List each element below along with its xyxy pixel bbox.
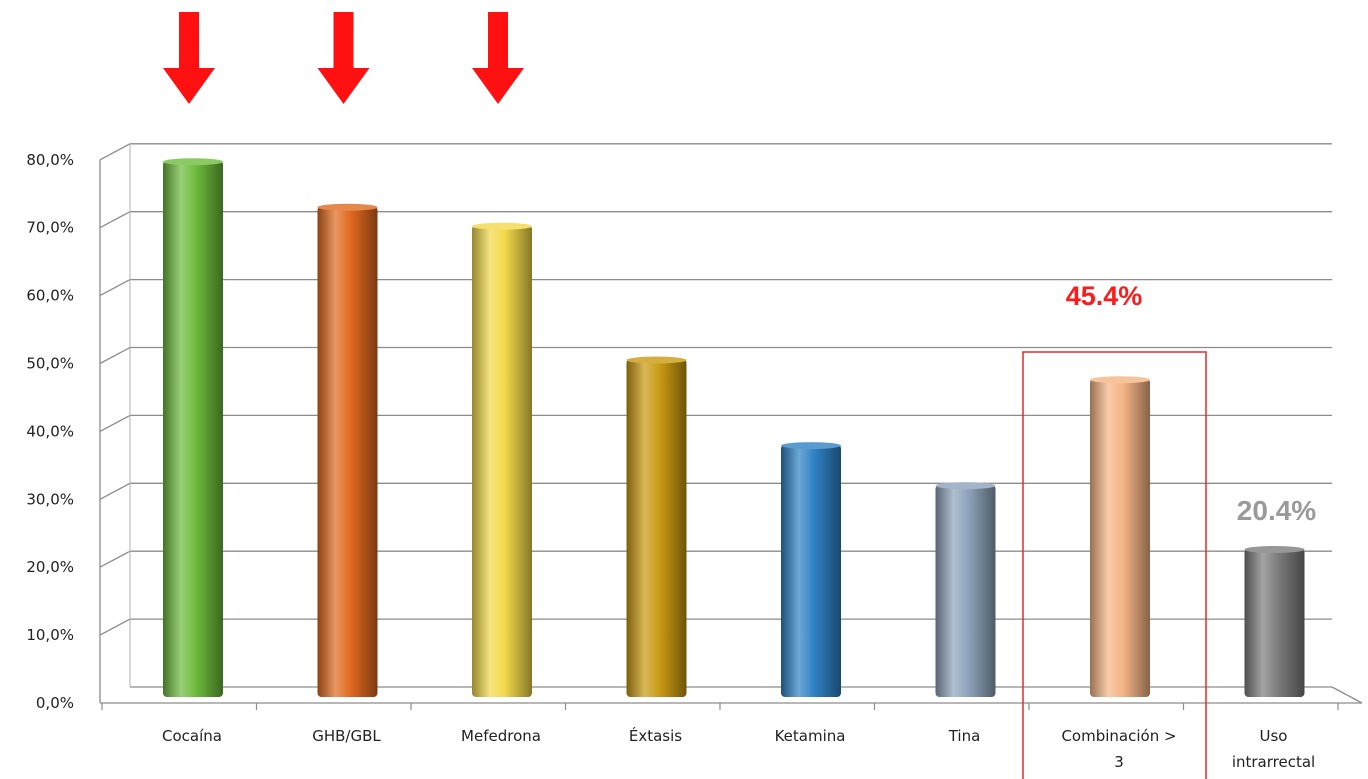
gridline-connector <box>99 279 131 297</box>
down-arrow-icon <box>163 12 215 104</box>
bar <box>781 444 841 697</box>
gridline-connector <box>99 618 131 636</box>
gridline-connector <box>99 550 131 568</box>
y-tick-label: 30,0% <box>26 490 74 508</box>
gridline-connector <box>99 482 131 500</box>
bar-top <box>1090 376 1150 384</box>
y-tick-label: 80,0% <box>26 151 74 169</box>
bar-top <box>781 442 841 450</box>
bar <box>626 359 687 697</box>
y-tick-label: 40,0% <box>26 422 74 440</box>
bar-top <box>935 482 996 490</box>
x-tick-label: Combinación >3 <box>1061 727 1176 771</box>
bar <box>935 484 996 697</box>
bar <box>472 225 532 697</box>
labels: 0,0% 10,0% 20,0% 30,0% 40,0% 50,0% 60,0% 70,0% 8… <box>26 151 1315 771</box>
bar <box>1244 548 1305 697</box>
gridline-connector <box>99 143 131 161</box>
x-tick-label: Éxtasis <box>629 726 682 745</box>
down-arrow-icon <box>317 12 370 104</box>
callout-label: 45.4% <box>1066 281 1143 311</box>
bar-top <box>472 222 532 230</box>
bar-top <box>626 356 687 364</box>
x-tick-label: Ketamina <box>775 727 846 745</box>
callout-label: 20.4% <box>1237 495 1316 526</box>
bar <box>163 160 223 697</box>
highlight-box <box>1022 351 1207 779</box>
y-tick-label: 20,0% <box>26 558 74 576</box>
bar-top <box>1244 545 1305 553</box>
bar <box>1090 378 1150 697</box>
x-tick-label: Cocaína <box>162 727 222 745</box>
y-tick-label: 0,0% <box>36 694 74 712</box>
gridline-connector <box>99 414 131 432</box>
axes <box>99 143 1363 710</box>
down-arrow-icon <box>472 12 524 104</box>
x-tick-label: Uso intrarrectal <box>1232 727 1315 771</box>
bar <box>317 206 378 697</box>
y-tick-label: 60,0% <box>26 287 74 305</box>
bar-top <box>317 203 378 211</box>
gridline-connector <box>99 211 131 229</box>
y-tick-label: 70,0% <box>26 219 74 237</box>
y-tick-label: 50,0% <box>26 355 74 373</box>
bar-top <box>163 158 223 166</box>
y-tick-label: 10,0% <box>26 626 74 644</box>
floor-right-edge <box>1331 686 1363 704</box>
x-tick-label: Mefedrona <box>461 727 541 745</box>
annotations: 45.4% 20.4% <box>163 12 1316 779</box>
bars <box>163 158 1305 697</box>
x-tick-label: GHB/GBL <box>312 727 381 745</box>
x-tick-label: Tina <box>948 727 981 745</box>
gridline-connector <box>99 346 131 365</box>
